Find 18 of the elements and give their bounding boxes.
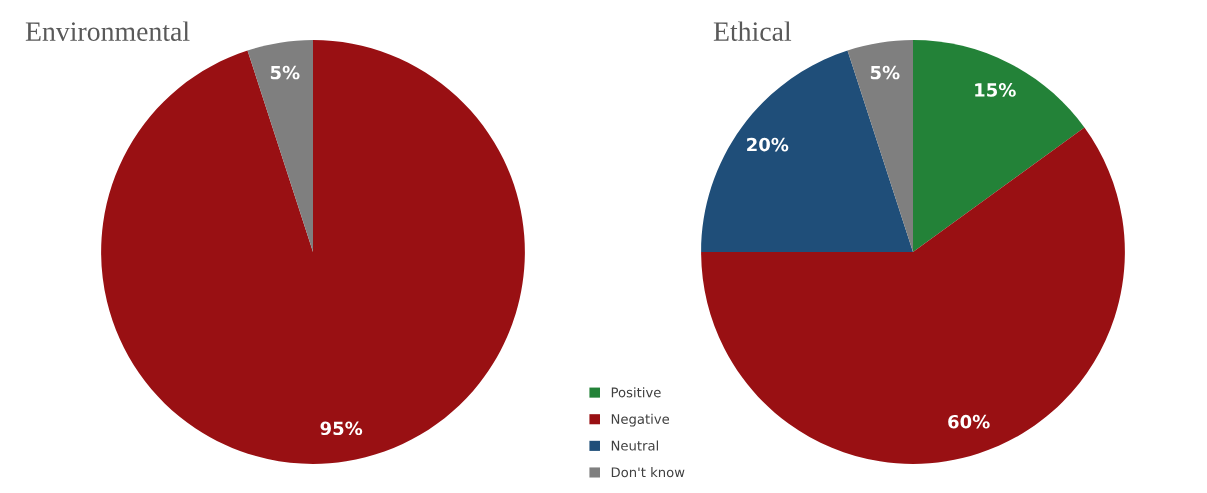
data-label: 15% [975,83,1016,97]
pie-slice [701,50,913,252]
data-label: 5% [870,65,900,80]
legend-label: Positive [611,387,661,398]
data-label: 20% [747,137,789,152]
data-label: 95% [320,421,363,436]
chart-title: Ethical [713,21,792,41]
data-label: 60% [948,414,990,429]
legend-label: Negative [611,413,670,427]
chart-title: Environmental [25,21,190,41]
legend-label: Neutral [611,440,658,451]
pie-slice [847,40,913,252]
pie-slice [913,40,1085,252]
legend-label: Don't know [611,467,685,478]
pie-slice [101,40,525,464]
data-label: 5% [270,65,300,80]
pie-slice [701,127,1125,464]
pie-slice [247,40,313,252]
